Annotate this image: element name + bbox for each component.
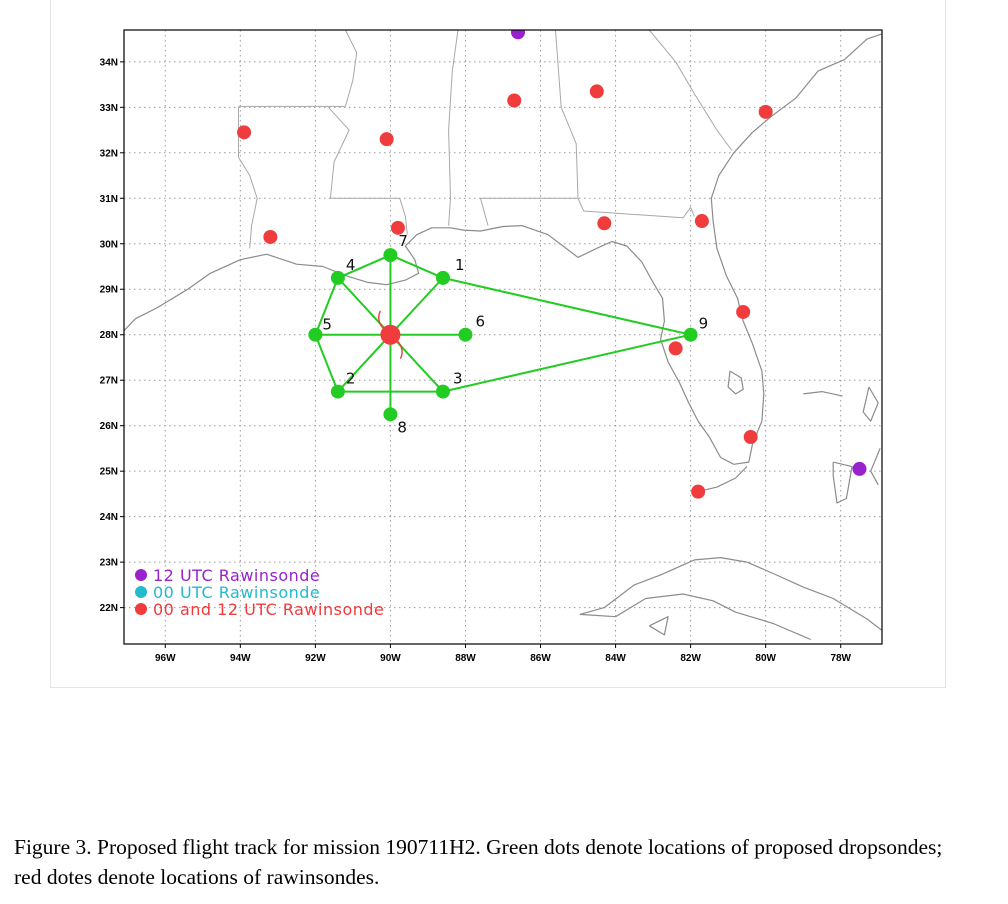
rawinsonde-00-12-marker [379,132,394,147]
lon-tick-label: 78W [830,653,851,664]
lon-tick-label: 92W [305,653,326,664]
dropsonde-label: 6 [475,313,485,331]
legend-label: 00 UTC Rawinsonde [153,583,320,602]
lat-tick-label: 24N [100,512,118,523]
rawinsonde-00-12-marker [237,125,252,140]
rawinsonde-sites [237,30,867,499]
lat-tick-label: 28N [100,330,118,341]
isle_pines-line [648,616,669,636]
rawinsonde-00-12-marker [691,484,706,499]
lon-tick-label: 88W [455,653,476,664]
legend-label: 00 and 12 UTC Rawinsonde [153,600,384,619]
cuba-line [579,556,882,631]
lat-tick-label: 33N [100,103,118,114]
dropsonde-marker [330,384,345,399]
andros-line [832,461,853,504]
rawinsonde-00-12-marker [736,304,751,319]
legend-marker [135,569,147,581]
rawinsonde-00-12-marker [263,229,278,244]
storm-center [378,310,403,360]
axes: 34N 33N 32N 31N 30N 29N 28N 27N 26N 25N 24N 23N 22N 9… [100,57,852,664]
rawinsonde-00-12-marker [597,216,612,231]
ms_al-line [448,30,459,226]
rawinsonde-12-marker [511,30,526,40]
figure-frame [50,0,946,688]
rawinsonde-00-12-marker [390,220,405,235]
dropsonde-label: 9 [699,315,709,333]
texas_la-line [238,107,258,249]
dropsonde-marker [330,270,345,285]
keys-line [697,466,748,493]
rawinsonde-00-12-marker [694,214,709,229]
rawinsonde-00-12-marker [668,341,683,356]
legend-marker [135,586,147,598]
rawinsonde-00-12-marker [589,84,604,99]
ga_sc-line [648,30,733,151]
dropsonde-label: 2 [346,370,356,388]
dropsonde-label: 5 [322,316,332,334]
track-perimeter [314,254,692,393]
dropsonde-marker [308,327,323,342]
al_ga-line [555,30,579,199]
dropsonde-label: 4 [346,256,356,274]
flight-track [314,254,692,415]
dropsonde-marker [458,327,473,342]
map-background [124,30,882,644]
lat-tick-label: 31N [100,194,118,205]
dropsonde-label: 3 [453,370,463,388]
dropsonde-marker [383,248,398,263]
lon-tick-label: 86W [530,653,551,664]
rawinsonde-00-12-marker [507,93,522,108]
cuba_s-line [579,593,811,641]
dropsonde-marker [435,384,450,399]
legend-label: 12 UTC Rawinsonde [153,566,320,585]
figure-caption: Figure 3. Proposed flight track for miss… [14,835,943,889]
lat-tick-label: 23N [100,558,118,569]
dropsonde-label: 7 [398,232,408,250]
lat-tick-label: 25N [100,467,118,478]
lon-tick-label: 84W [605,653,626,664]
fl_pen_al-line [480,198,489,226]
gbahama-line [803,391,843,397]
map-frame [123,29,883,645]
lat-tick-label: 27N [100,376,118,387]
lake_ok-line [727,370,744,395]
dropsonde-marker [435,270,450,285]
lat-tick-label: 34N [100,57,118,68]
track-spoke [389,277,444,336]
lon-tick-label: 96W [155,653,176,664]
lon-tick-label: 90W [380,653,401,664]
gulf-line [124,33,882,465]
coastlines-and-borders [124,30,882,641]
lat-tick-label: 29N [100,285,118,296]
ms_river-line [344,30,358,107]
lat-tick-label: 30N [100,239,118,250]
lat-tick-label: 26N [100,421,118,432]
rawinsonde-12-marker [852,461,867,476]
lat-tick-label: 32N [100,148,118,159]
dropsonde-marker [683,327,698,342]
rawinsonde-00-12-marker [743,430,758,445]
lon-tick-label: 80W [755,653,776,664]
track-spoke [337,334,392,393]
lat-tick-label: 22N [100,603,118,614]
al_fl-line [480,197,695,219]
legend-marker [135,603,147,615]
lon-tick-label: 82W [680,653,701,664]
dropsonde-marker [383,407,398,422]
abaco-line [862,386,879,422]
dropsonde-points: 1 2 3 4 5 6 7 8 9 [308,232,708,436]
eleuth-line [870,448,881,486]
dropsonde-label: 1 [455,256,465,274]
storm-center-dot [380,324,401,345]
dropsonde-label: 8 [397,418,407,436]
lon-tick-label: 94W [230,653,251,664]
rawinsonde-00-12-marker [758,104,773,119]
la_ms-line [328,106,408,235]
